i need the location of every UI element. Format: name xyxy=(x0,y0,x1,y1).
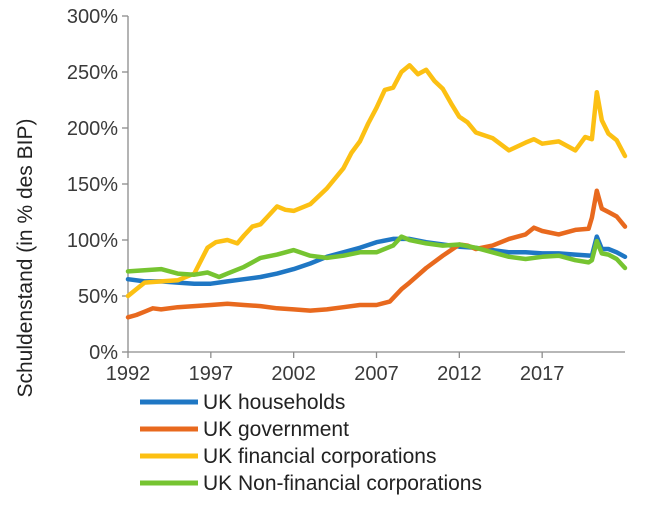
x-tick-label: 1997 xyxy=(189,363,234,385)
legend-label-uk-government: UK government xyxy=(203,418,349,441)
legend: UK households UK government UK financial c… xyxy=(140,391,482,495)
x-tick-label: 2007 xyxy=(354,363,399,385)
y-axis-ticks: 0% 50% 100% 150% 200% 250% 300% xyxy=(67,6,128,364)
x-tick-label: 2002 xyxy=(271,363,316,385)
y-tick-label: 100% xyxy=(67,230,118,252)
y-tick-label: 300% xyxy=(67,6,118,28)
y-tick-label: 250% xyxy=(67,62,118,84)
x-tick-label: 1992 xyxy=(106,363,151,385)
x-tick-label: 2012 xyxy=(437,363,482,385)
y-tick-label: 50% xyxy=(78,286,118,308)
axes xyxy=(127,16,625,353)
legend-label-uk-non-financial-corporations: UK Non-financial corporations xyxy=(203,472,482,495)
y-tick-label: 200% xyxy=(67,118,118,140)
series-line-uk-government xyxy=(125,188,628,320)
y-tick-label: 0% xyxy=(89,342,118,364)
legend-label-uk-households: UK households xyxy=(203,391,345,414)
x-axis-ticks: 1992 1997 2002 2007 2012 2017 xyxy=(106,352,565,385)
series-lines xyxy=(125,63,628,320)
y-axis-label: Schuldenstand (in % des BIP) xyxy=(14,119,37,398)
y-tick-label: 150% xyxy=(67,174,118,196)
legend-label-uk-financial-corporations: UK financial corporations xyxy=(203,445,436,468)
series-line-uk-financial-corporations xyxy=(125,63,628,299)
series-line-uk-non-financial-corporations xyxy=(125,234,628,280)
x-tick-label: 2017 xyxy=(520,363,565,385)
